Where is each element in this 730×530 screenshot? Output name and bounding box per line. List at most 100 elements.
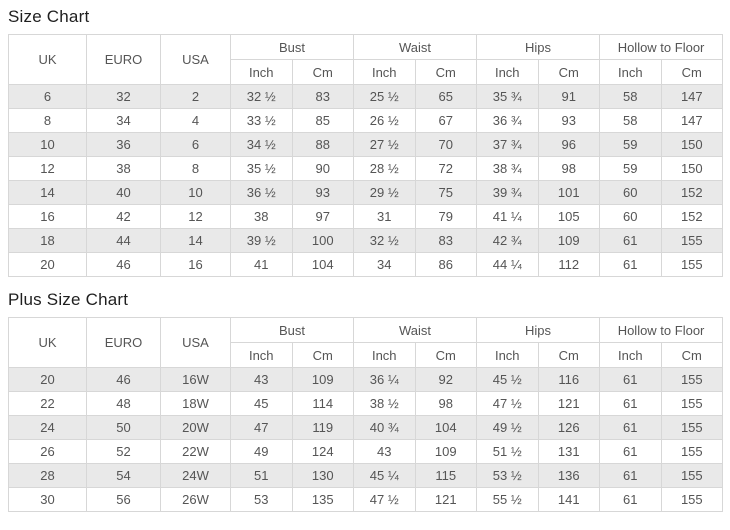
table-cell: 16: [160, 252, 231, 277]
table-cell: 93: [291, 180, 355, 205]
table-cell: 38 ½: [353, 391, 416, 416]
table-cell: 121: [414, 487, 478, 512]
table-cell: 8: [8, 108, 87, 133]
plus-size-chart-title: Plus Size Chart: [8, 290, 129, 309]
table-cell: 14: [8, 180, 87, 205]
table-cell: 47 ½: [353, 487, 416, 512]
table-row: 6 32 2 32 ½ 83 25 ½ 65 35 ¾ 91 58 147: [8, 84, 724, 109]
sub-header-hips-inch: Inch: [476, 342, 539, 368]
sub-header-bust-inch: Inch: [230, 59, 293, 85]
table-cell: 61: [599, 415, 662, 440]
table-cell: 42 ¾: [476, 228, 539, 253]
table-cell: 36: [86, 132, 161, 157]
table-cell: 18: [8, 228, 87, 253]
size-chart-page: Size Chart UK EURO USA Bust Waist Hips H…: [8, 7, 724, 512]
table-cell: 14: [160, 228, 231, 253]
sub-header-hollow-cm: Cm: [660, 59, 724, 85]
sub-header-waist-cm: Cm: [414, 342, 478, 368]
table-cell: 39 ¾: [476, 180, 539, 205]
col-header-bust: Bust: [229, 34, 355, 60]
table-cell: 58: [599, 108, 662, 133]
table-cell: 92: [414, 367, 478, 392]
table-cell: 16: [8, 204, 87, 229]
table-cell: 101: [537, 180, 601, 205]
table-cell: 49: [230, 439, 293, 464]
table-row: 14 40 10 36 ½ 93 29 ½ 75 39 ¾ 101 60 152: [8, 180, 724, 205]
size-chart-table: UK EURO USA Bust Waist Hips Hollow to Fl…: [8, 34, 724, 277]
table-row: 18 44 14 39 ½ 100 32 ½ 83 42 ¾ 109 61 155: [8, 228, 724, 253]
table-cell: 44 ¼: [476, 252, 539, 277]
sub-header-hollow-inch: Inch: [599, 342, 662, 368]
table-cell: 124: [291, 439, 355, 464]
col-header-hips: Hips: [476, 34, 601, 60]
table-cell: 38: [86, 156, 161, 181]
table-cell: 155: [660, 487, 724, 512]
table-cell: 83: [414, 228, 478, 253]
table-cell: 155: [660, 415, 724, 440]
table-row: 8 34 4 33 ½ 85 26 ½ 67 36 ¾ 93 58 147: [8, 108, 724, 133]
table-cell: 53 ½: [476, 463, 539, 488]
table-cell: 61: [599, 439, 662, 464]
table-cell: 27 ½: [353, 132, 416, 157]
table-cell: 43: [353, 439, 416, 464]
table-cell: 152: [660, 204, 724, 229]
group-header-row: UK EURO USA Bust Waist Hips Hollow to Fl…: [8, 317, 724, 368]
sub-header-waist-inch: Inch: [353, 59, 416, 85]
table-cell: 83: [291, 84, 355, 109]
table-cell: 12: [8, 156, 87, 181]
table-cell: 116: [537, 367, 601, 392]
table-cell: 26W: [160, 487, 231, 512]
size-chart-body: 6 32 2 32 ½ 83 25 ½ 65 35 ¾ 91 58 147 8 34 4 33 ½ 85 26 …: [8, 84, 724, 277]
table-cell: 61: [599, 391, 662, 416]
table-cell: 42: [86, 204, 161, 229]
table-cell: 39 ½: [230, 228, 293, 253]
table-row: 26 52 22W 49 124 43 109 51 ½ 131 61 155: [8, 439, 724, 464]
col-header-usa: USA: [160, 317, 231, 368]
col-header-euro: EURO: [86, 317, 161, 368]
table-cell: 98: [414, 391, 478, 416]
table-cell: 25 ½: [353, 84, 416, 109]
table-cell: 65: [414, 84, 478, 109]
table-cell: 104: [414, 415, 478, 440]
table-row: 20 46 16W 43 109 36 ¼ 92 45 ½ 116 61 155: [8, 367, 724, 392]
table-cell: 22: [8, 391, 87, 416]
table-cell: 75: [414, 180, 478, 205]
col-header-waist: Waist: [353, 317, 478, 343]
table-cell: 2: [160, 84, 231, 109]
table-cell: 46: [86, 252, 161, 277]
table-cell: 155: [660, 463, 724, 488]
table-cell: 33 ½: [230, 108, 293, 133]
table-cell: 86: [414, 252, 478, 277]
table-cell: 109: [414, 439, 478, 464]
sub-header-hollow-cm: Cm: [660, 342, 724, 368]
size-chart-header: UK EURO USA Bust Waist Hips Hollow to Fl…: [8, 34, 724, 85]
table-row: 22 48 18W 45 114 38 ½ 98 47 ½ 121 61 155: [8, 391, 724, 416]
table-cell: 61: [599, 367, 662, 392]
table-cell: 26 ½: [353, 108, 416, 133]
table-cell: 150: [660, 156, 724, 181]
table-row: 10 36 6 34 ½ 88 27 ½ 70 37 ¾ 96 59 150: [8, 132, 724, 157]
table-cell: 141: [537, 487, 601, 512]
table-cell: 104: [291, 252, 355, 277]
table-cell: 61: [599, 463, 662, 488]
table-cell: 37 ¾: [476, 132, 539, 157]
table-cell: 150: [660, 132, 724, 157]
table-cell: 44: [86, 228, 161, 253]
table-cell: 115: [414, 463, 478, 488]
table-cell: 121: [537, 391, 601, 416]
sub-header-bust-inch: Inch: [230, 342, 293, 368]
table-cell: 35 ½: [230, 156, 293, 181]
table-cell: 34: [353, 252, 416, 277]
table-cell: 147: [660, 108, 724, 133]
table-cell: 90: [291, 156, 355, 181]
table-cell: 30: [8, 487, 87, 512]
table-cell: 105: [537, 204, 601, 229]
table-cell: 155: [660, 367, 724, 392]
table-cell: 34 ½: [230, 132, 293, 157]
col-header-uk: UK: [8, 317, 87, 368]
table-cell: 22W: [160, 439, 231, 464]
table-cell: 136: [537, 463, 601, 488]
table-cell: 130: [291, 463, 355, 488]
table-row: 28 54 24W 51 130 45 ¼ 115 53 ½ 136 61 155: [8, 463, 724, 488]
table-cell: 72: [414, 156, 478, 181]
